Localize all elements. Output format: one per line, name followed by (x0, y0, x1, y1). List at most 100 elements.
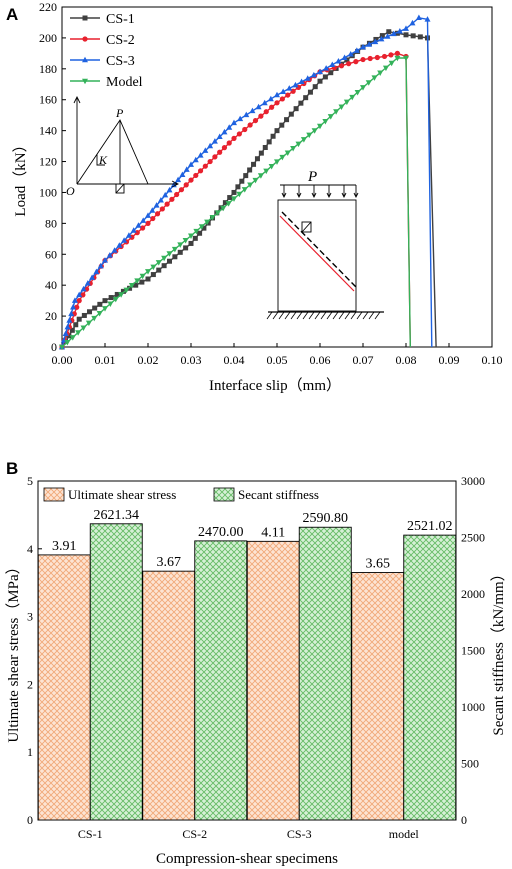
bar-value-label: 2621.34 (94, 508, 140, 523)
data-point-cs-3 (237, 115, 244, 122)
data-point-cs-3 (372, 38, 379, 45)
data-point-cs-2 (247, 122, 253, 128)
data-point-cs-2 (338, 63, 345, 69)
data-point-cs-1 (322, 74, 328, 80)
bar-ultimate-shear-stress (37, 554, 91, 821)
left-y-tick-label: 5 (27, 474, 33, 488)
data-point-cs-1 (139, 279, 145, 285)
panel-b-x-axis-label: Compression-shear specimens (156, 851, 338, 867)
data-point-cs-1 (293, 106, 299, 112)
data-point-model (145, 269, 151, 275)
bar-secant-stiffness (89, 523, 143, 821)
data-point-cs-3 (366, 41, 373, 47)
data-point-cs-1 (227, 195, 233, 201)
data-point-cs-2 (217, 149, 223, 155)
data-point-cs-1 (403, 32, 409, 38)
data-point-model (327, 114, 334, 120)
legend-label: Secant stiffness (238, 487, 319, 502)
legend-label: Model (106, 75, 143, 90)
data-point-cs-1 (177, 249, 183, 255)
ground-hatch-line (374, 311, 381, 320)
data-point-model (354, 89, 361, 96)
legend-swatch (213, 487, 235, 502)
ground-hatch-line (332, 311, 339, 320)
data-point-cs-3 (378, 35, 385, 42)
data-point-cs-3 (62, 330, 69, 336)
data-point-cs-3 (76, 291, 83, 298)
data-point-model (290, 146, 297, 152)
data-point-cs-1 (379, 33, 385, 39)
right-y-tick-label: 3000 (461, 474, 485, 488)
data-point-cs-3 (116, 242, 123, 248)
data-point-cs-2 (154, 211, 161, 217)
data-point-model (268, 163, 275, 170)
x-tick-label: 0.08 (396, 353, 417, 367)
data-point-cs-3 (121, 237, 128, 243)
left-y-tick-label: 0 (27, 813, 33, 827)
data-point-model (150, 264, 157, 271)
data-point-cs-1 (201, 225, 207, 231)
data-point-model (349, 94, 356, 101)
data-point-cs-1 (386, 29, 392, 35)
ground-hatch-line (368, 311, 375, 320)
data-point-cs-3 (403, 25, 409, 31)
ground-hatch-line (308, 311, 315, 320)
data-point-cs-3 (202, 147, 209, 153)
bar-value-label: 3.91 (52, 539, 77, 554)
data-point-cs-3 (261, 99, 268, 106)
legend-label: CS-1 (106, 12, 135, 27)
data-point-cs-3 (93, 268, 100, 275)
data-point-model (274, 159, 280, 165)
data-point-cs-1 (279, 122, 285, 128)
data-point-cs-1 (303, 95, 309, 101)
panel-a-legend: CS-1 CS-2 CS-3 Model (70, 12, 143, 90)
data-point-cs-2 (183, 182, 189, 188)
data-point-cs-3 (424, 16, 431, 22)
data-point-cs-1 (307, 89, 313, 95)
data-point-cs-2 (269, 104, 275, 110)
panel-a-y-axis-label: Load（kN） (12, 137, 29, 216)
data-point-model (188, 233, 194, 240)
inset-peak-label: P (115, 106, 124, 120)
specimen-ground-hatch (266, 311, 381, 320)
series-line-model (61, 57, 411, 348)
legend-marker (82, 56, 88, 63)
data-point-model (59, 344, 65, 351)
data-point-cs-3 (304, 75, 311, 81)
right-y-tick-label: 500 (461, 757, 479, 771)
data-point-model (257, 173, 264, 179)
data-point-cs-1 (197, 230, 203, 236)
legend-marker (82, 15, 88, 21)
data-point-cs-1 (108, 295, 114, 301)
right-y-tick-label: 0 (461, 813, 467, 827)
data-point-cs-2 (360, 56, 366, 63)
ground-hatch-line (356, 311, 363, 320)
bar-ultimate-shear-stress (142, 570, 196, 821)
data-point-model (311, 128, 318, 134)
data-point-cs-3 (70, 303, 77, 310)
data-point-cs-3 (231, 119, 237, 126)
data-point-model (338, 104, 345, 110)
data-point-model (193, 228, 200, 235)
data-point-cs-1 (156, 267, 162, 273)
ground-hatch-line (272, 311, 279, 320)
ground-hatch-line (290, 311, 297, 320)
panel-a-chart: 0.00 0.01 0.02 0.03 0.04 0.05 0.06 0.07 0.08 0.09… (39, 0, 503, 367)
y-tick-label: 100 (39, 185, 57, 199)
y-tick-label: 40 (45, 278, 57, 292)
bar-ultimate-shear-stress (351, 572, 405, 821)
data-point-model (247, 182, 254, 189)
data-point-cs-1 (97, 301, 103, 307)
bar-ultimate-shear-stress (246, 540, 300, 821)
bar-value-label: 4.11 (261, 525, 285, 540)
x-tick-label: 0.05 (267, 353, 288, 367)
data-point-model (231, 196, 237, 202)
data-point-cs-3 (135, 222, 142, 228)
data-point-model (382, 65, 389, 72)
data-point-model (161, 255, 168, 262)
data-point-cs-3 (226, 124, 233, 130)
data-point-cs-1 (231, 189, 237, 195)
x-tick-label: 0.04 (224, 353, 245, 367)
data-point-cs-3 (111, 247, 118, 253)
data-point-cs-1 (150, 272, 156, 278)
